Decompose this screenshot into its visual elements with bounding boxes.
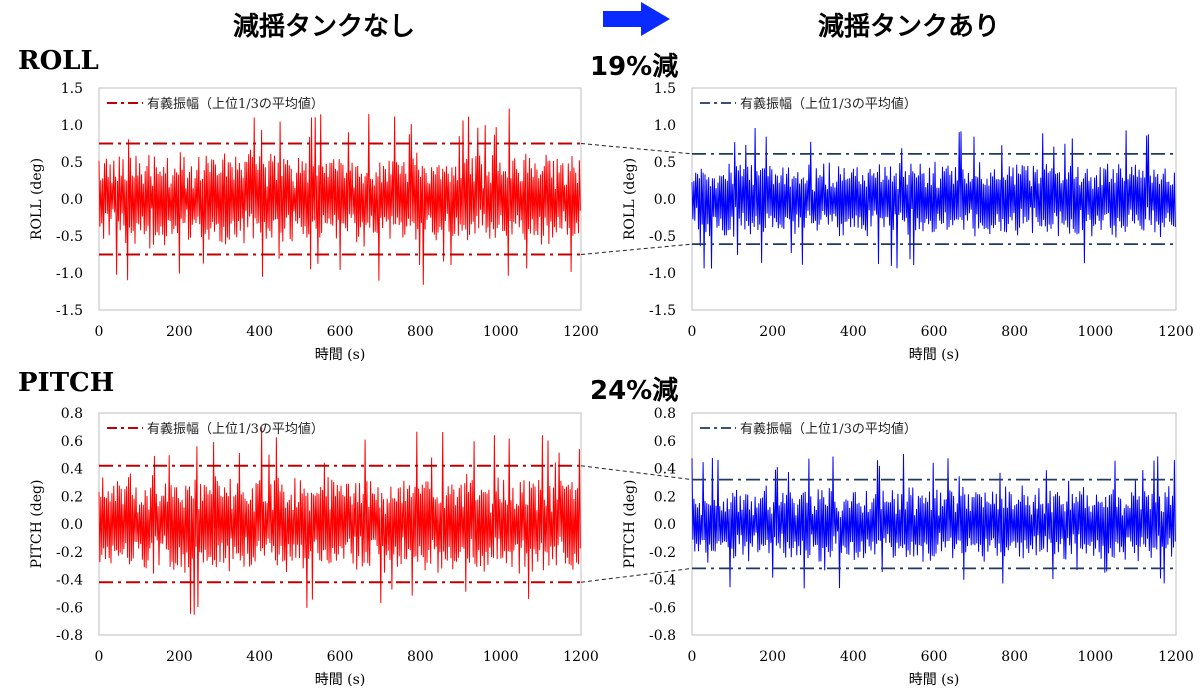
connector-lines bbox=[580, 143, 693, 583]
x-tick-label: 800 bbox=[1001, 649, 1028, 665]
series-line bbox=[98, 108, 581, 285]
y-tick-label: -0.6 bbox=[649, 600, 676, 616]
title-with-tank: 減揺タンクあり bbox=[818, 12, 1001, 42]
x-tick-label: 1200 bbox=[1158, 649, 1194, 665]
y-tick-label: -1.0 bbox=[56, 266, 83, 282]
chart-pitch-with: 0.8 0.6 0.4 0.2 0.0 -0.2 -0.4 -0.6 -0.8 0 200 400 60… bbox=[622, 406, 1194, 688]
x-tick-label: 400 bbox=[840, 649, 867, 665]
section-label-roll: ROLL bbox=[18, 46, 99, 76]
x-tick-label: 1200 bbox=[1158, 324, 1194, 340]
series-line bbox=[98, 427, 581, 615]
title-without-tank: 減揺タンクなし bbox=[233, 12, 416, 42]
y-tick-label: 0.4 bbox=[61, 462, 83, 478]
y-tick-label: -0.8 bbox=[56, 628, 83, 644]
series-line bbox=[691, 453, 1176, 589]
x-tick-label: 0 bbox=[95, 649, 104, 665]
x-tick-label: 400 bbox=[840, 324, 867, 340]
connector-line bbox=[580, 567, 693, 583]
x-tick-label: 600 bbox=[921, 324, 948, 340]
x-axis-label: 時間 (s) bbox=[315, 672, 366, 688]
y-tick-label: -0.4 bbox=[649, 573, 676, 589]
y-tick-label: 0.6 bbox=[654, 434, 676, 450]
y-tick-label: 0.8 bbox=[654, 406, 676, 422]
y-tick-label: 0.0 bbox=[61, 192, 83, 208]
legend: 有義振幅（上位1/3の平均値） bbox=[107, 96, 324, 112]
y-axis-label: PITCH (deg) bbox=[29, 480, 45, 569]
y-tick-label: 0.6 bbox=[61, 434, 83, 450]
y-tick-label: 1.0 bbox=[654, 118, 676, 134]
connector-line bbox=[580, 243, 693, 255]
roll-reduction-label: 19%減 bbox=[590, 52, 679, 82]
y-tick-label: 0.8 bbox=[61, 406, 83, 422]
y-tick-label: 0.2 bbox=[654, 489, 676, 505]
x-tick-label: 1000 bbox=[483, 649, 519, 665]
x-tick-label: 0 bbox=[95, 324, 104, 340]
y-tick-label: 0.4 bbox=[654, 462, 676, 478]
y-tick-label: -0.6 bbox=[56, 600, 83, 616]
x-tick-label: 400 bbox=[246, 649, 273, 665]
x-axis-label: 時間 (s) bbox=[315, 347, 366, 363]
y-tick-label: 0.0 bbox=[654, 517, 676, 533]
y-tick-label: -0.5 bbox=[649, 229, 676, 245]
y-tick-label: 1.5 bbox=[61, 81, 83, 97]
x-axis-label: 時間 (s) bbox=[909, 347, 960, 363]
legend-label: 有義振幅（上位1/3の平均値） bbox=[147, 421, 324, 437]
x-tick-label: 400 bbox=[246, 324, 273, 340]
x-tick-label: 1000 bbox=[1078, 324, 1114, 340]
x-tick-label: 800 bbox=[407, 649, 434, 665]
y-tick-label: -0.4 bbox=[56, 573, 83, 589]
legend: 有義振幅（上位1/3の平均値） bbox=[700, 421, 917, 437]
y-tick-label: 0.0 bbox=[654, 192, 676, 208]
x-tick-label: 1200 bbox=[563, 324, 599, 340]
x-tick-label: 600 bbox=[921, 649, 948, 665]
x-tick-label: 800 bbox=[1001, 324, 1028, 340]
legend-label: 有義振幅（上位1/3の平均値） bbox=[740, 421, 917, 437]
x-tick-label: 800 bbox=[407, 324, 434, 340]
arrow-right-icon bbox=[603, 2, 670, 36]
x-tick-label: 1000 bbox=[1078, 649, 1114, 665]
y-tick-label: 1.5 bbox=[654, 81, 676, 97]
x-axis-label: 時間 (s) bbox=[909, 672, 960, 688]
connector-line bbox=[580, 143, 693, 155]
x-tick-label: 0 bbox=[688, 324, 697, 340]
y-tick-label: -0.2 bbox=[56, 545, 83, 561]
x-tick-label: 200 bbox=[759, 649, 786, 665]
x-tick-label: 600 bbox=[327, 649, 354, 665]
x-tick-label: 0 bbox=[688, 649, 697, 665]
x-tick-label: 200 bbox=[759, 324, 786, 340]
x-tick-label: 1000 bbox=[483, 324, 519, 340]
y-axis-label: ROLL (deg) bbox=[622, 158, 638, 240]
y-tick-label: 1.0 bbox=[61, 118, 83, 134]
y-tick-label: 0.5 bbox=[654, 155, 676, 171]
section-label-pitch: PITCH bbox=[18, 368, 115, 398]
series-line bbox=[691, 127, 1176, 269]
legend: 有義振幅（上位1/3の平均値） bbox=[700, 96, 917, 112]
y-tick-label: 0.2 bbox=[61, 489, 83, 505]
chart-roll-with: 1.5 1.0 0.5 0.0 -0.5 -1.0 -1.5 0 200 400 600 800 100… bbox=[622, 81, 1194, 363]
y-tick-label: -1.5 bbox=[56, 303, 83, 319]
y-axis-label: PITCH (deg) bbox=[622, 480, 638, 569]
chart-roll-without: 1.5 1.0 0.5 0.0 -0.5 -1.0 -1.5 0 200 400 600 800 100… bbox=[29, 81, 599, 363]
x-tick-label: 600 bbox=[327, 324, 354, 340]
y-tick-label: -0.8 bbox=[649, 628, 676, 644]
pitch-reduction-label: 24%減 bbox=[590, 376, 679, 406]
legend-label: 有義振幅（上位1/3の平均値） bbox=[740, 96, 917, 112]
connector-line bbox=[580, 465, 693, 481]
y-tick-label: -0.5 bbox=[56, 229, 83, 245]
y-tick-label: -1.5 bbox=[649, 303, 676, 319]
y-tick-label: -0.2 bbox=[649, 545, 676, 561]
y-tick-label: 0.0 bbox=[61, 517, 83, 533]
legend-label: 有義振幅（上位1/3の平均値） bbox=[147, 96, 324, 112]
x-tick-label: 200 bbox=[166, 324, 193, 340]
x-tick-label: 200 bbox=[166, 649, 193, 665]
y-tick-label: 0.5 bbox=[61, 155, 83, 171]
y-axis-label: ROLL (deg) bbox=[29, 158, 45, 240]
chart-pitch-without: 0.8 0.6 0.4 0.2 0.0 -0.2 -0.4 -0.6 -0.8 0 200 400 60… bbox=[29, 406, 599, 688]
y-tick-label: -1.0 bbox=[649, 266, 676, 282]
legend: 有義振幅（上位1/3の平均値） bbox=[107, 421, 324, 437]
x-tick-label: 1200 bbox=[563, 649, 599, 665]
